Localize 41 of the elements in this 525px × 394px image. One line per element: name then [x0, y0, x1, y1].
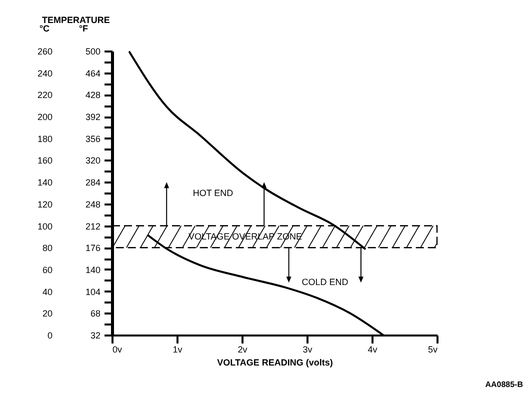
x-tick-label: 4v	[368, 344, 378, 354]
y-tick-label: 200	[37, 112, 52, 122]
y-axis-title: °C	[39, 24, 50, 34]
y-tick-label: 260	[37, 46, 52, 56]
y-tick-label: 80	[42, 243, 52, 254]
y-tick-label: 60	[42, 264, 52, 275]
chart-title: TEMPERATURE	[42, 15, 110, 25]
y2-tick-label: 176	[85, 243, 100, 254]
text: AA0885-B	[485, 380, 524, 389]
y2-axis-title: °F	[78, 24, 89, 34]
annotation: HOT END	[192, 188, 234, 198]
y2-tick-label: 212	[85, 221, 100, 232]
y2-tick-label: 320	[85, 156, 100, 166]
y2-tick-label: 356	[85, 134, 100, 144]
y-tick-label: 20	[42, 308, 52, 319]
y-tick-label: 160	[37, 156, 52, 166]
y2-tick-label: 104	[85, 286, 100, 297]
y2-tick-label: 284	[85, 178, 100, 188]
x-tick-label: 5v	[428, 344, 438, 354]
x-axis-title: VOLTAGE READING (volts)	[217, 358, 333, 368]
x-tick-label: 0v	[112, 344, 123, 354]
y-tick-label: 240	[37, 68, 52, 78]
y-tick-label: 180	[37, 134, 52, 144]
y2-tick-label: 428	[85, 90, 100, 100]
y-tick-label: 140	[37, 178, 52, 188]
y2-tick-label: 248	[85, 199, 100, 210]
y-tick-label: 220	[37, 90, 52, 100]
y-tick-label: 0	[47, 330, 52, 340]
annotation: COLD END	[302, 277, 349, 287]
y-tick-label: 100	[37, 221, 52, 232]
x-tick-label: 2v	[238, 344, 248, 354]
y2-tick-label: 500	[85, 46, 100, 56]
y2-tick-label: 140	[85, 264, 100, 275]
y2-tick-label: 68	[90, 308, 100, 319]
y2-tick-label: 464	[85, 68, 100, 78]
y2-tick-label: 392	[85, 112, 100, 122]
y-tick-label: 120	[37, 199, 52, 210]
y2-tick-label: 32	[90, 330, 100, 340]
y-tick-label: 40	[42, 286, 52, 297]
x-tick-label: 1v	[172, 344, 183, 354]
x-tick-label: 3v	[302, 344, 313, 354]
